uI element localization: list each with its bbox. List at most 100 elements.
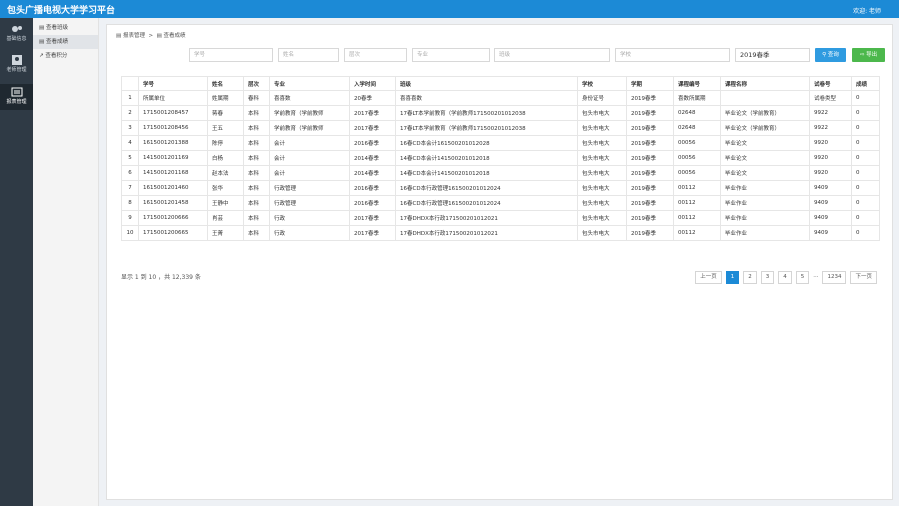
table-cell: 9409	[809, 195, 852, 211]
nav-label: 基础信息	[6, 36, 27, 42]
table-cell: 陈停	[207, 135, 244, 151]
table-cell: 2019春季	[626, 90, 674, 106]
table-cell: 2019春季	[626, 210, 674, 226]
table-cell: 9409	[809, 225, 852, 241]
sub-nav-item[interactable]: ▤ 查看班级	[39, 25, 68, 31]
table-cell: 1615001201460	[138, 180, 208, 196]
table-cell: 毕业作业	[720, 195, 810, 211]
button-label: 导出	[866, 52, 878, 58]
table-cell: 2019春季	[626, 195, 674, 211]
header-cell: 成绩	[851, 76, 880, 91]
table-cell: 包头市电大	[577, 195, 627, 211]
table-cell: 包头市电大	[577, 135, 627, 151]
page-button[interactable]: 2	[743, 271, 757, 284]
table-cell: 2019春季	[626, 120, 674, 136]
top-bar: 包头广播电视大学学习平台 欢迎: 老师	[0, 0, 899, 18]
sub-nav-label: 查看班级	[45, 25, 68, 31]
header-cell: 姓名	[207, 76, 244, 91]
table-cell: 0	[851, 90, 880, 106]
table-cell: 2	[121, 105, 139, 121]
table-cell: 00112	[673, 210, 721, 226]
table-cell: 2019春季	[626, 165, 674, 181]
table-row: 9 1715001200666 肖芸 本科 行政 2017春季 17春DHDX本行政1715…	[121, 210, 880, 226]
nav-item[interactable]: 老师管理	[0, 52, 33, 78]
table-cell: 00056	[673, 165, 721, 181]
table-cell	[720, 90, 810, 106]
table-cell: 行政管理	[269, 180, 350, 196]
table-cell: 0	[851, 105, 880, 121]
table-row: 6 1415001201168 赵本法 本科 会计 2014春季 14春CD本会计14150…	[121, 165, 880, 181]
sub-nav-label: 查看积分	[45, 53, 68, 59]
table-cell: 会计	[269, 165, 350, 181]
nav-item[interactable]: 基础信息	[0, 21, 33, 47]
header-row: 学号 姓名 层次 专业 入学时间 班级 学校 学期 课程编号 课程名称 试卷号 成绩	[121, 76, 880, 91]
table-cell: 1715001208456	[138, 120, 208, 136]
table-cell: 1715001208457	[138, 105, 208, 121]
filter-input[interactable]: 姓名	[278, 48, 339, 62]
page-button[interactable]: 5	[795, 271, 810, 284]
page-button[interactable]: 1234	[822, 271, 847, 284]
table-cell: 毕业论文（学前教育）	[720, 120, 810, 136]
term-select[interactable]: 2019春季	[735, 48, 810, 62]
table-cell: 所属单位	[138, 90, 208, 106]
score-table: 学号 姓名 层次 专业 入学时间 班级 学校 学期 课程编号 课程名称 试卷号 成绩 1 所属单位 姓属期…	[121, 76, 880, 241]
table-cell: 学前教育（学前教师	[269, 105, 350, 121]
main-nav: 基础信息 老师管理 报表管理	[0, 18, 33, 506]
page-button[interactable]: 3	[760, 271, 775, 284]
icon	[11, 55, 22, 65]
table-cell: 16春CD本行政管理161500201012024	[395, 195, 578, 211]
header-cell: 层次	[243, 76, 270, 91]
table-cell: 17春LT本学前教育（学前教师171500201012038	[395, 105, 578, 121]
pagination: 上一页 1 2 3 4 5... 1234 下一页	[695, 271, 877, 284]
table-cell: 会计	[269, 135, 350, 151]
crumb[interactable]: 报表管理	[122, 33, 145, 39]
table-cell: 0	[851, 165, 880, 181]
page-button[interactable]: 下一页	[850, 271, 877, 284]
table-cell: 包头市电大	[577, 180, 627, 196]
table-cell: 1	[121, 90, 139, 106]
table-cell: 喜数所属期	[673, 90, 721, 106]
sub-nav-item[interactable]: ▤ 查看成绩	[33, 35, 98, 49]
table-row: 10 1715001200665 王菁 本科 行政 2017春季 17春DHDX本行政171…	[121, 225, 880, 241]
table-cell: 00112	[673, 180, 721, 196]
table-cell: 包头市电大	[577, 105, 627, 121]
table-cell: 9922	[809, 120, 852, 136]
table-cell: 王静中	[207, 195, 244, 211]
user-menu[interactable]: 欢迎: 老师	[853, 8, 881, 15]
header-cell: 学期	[626, 76, 674, 91]
table-cell: 姓属期	[207, 90, 244, 106]
table-cell: 17春DHDX本行政171500201012021	[395, 210, 578, 226]
table-cell: 本科	[243, 210, 270, 226]
page-button[interactable]: 上一页	[695, 271, 722, 284]
filter-input[interactable]: 专业	[412, 48, 490, 62]
table-cell: 1415001201168	[138, 165, 208, 181]
table-row: 1 所属单位 姓属期 春科 喜喜数 20春季 喜喜喜数 身份证号 2019春季 喜数所属期 试卷类型…	[121, 90, 880, 106]
sub-nav-item[interactable]: ↗ 查看积分	[39, 53, 68, 59]
table-cell: 包头市电大	[577, 150, 627, 166]
table-cell: 1615001201458	[138, 195, 208, 211]
filter-input[interactable]: 学校	[615, 48, 730, 62]
table-cell: 1415001201169	[138, 150, 208, 166]
page-button[interactable]: 4	[778, 271, 792, 284]
table-cell: 行政管理	[269, 195, 350, 211]
filter-input[interactable]: 层次	[344, 48, 407, 62]
export-button[interactable]: ⇨ 导出	[852, 48, 885, 62]
table-cell: 0	[851, 150, 880, 166]
nav-item[interactable]: 报表管理	[0, 84, 33, 110]
table-cell: 白杨	[207, 150, 244, 166]
table-cell: 0	[851, 195, 880, 211]
table-cell: 02648	[673, 120, 721, 136]
table-cell: 0	[851, 225, 880, 241]
header-cell: 入学时间	[349, 76, 396, 91]
page-button[interactable]: 1	[725, 271, 740, 284]
table-cell: 本科	[243, 195, 270, 211]
table-cell: 7	[121, 180, 139, 196]
search-button[interactable]: ⚲ 查询	[815, 48, 846, 62]
table-cell: 学前教育（学前教师	[269, 120, 350, 136]
filter-input[interactable]: 学号	[189, 48, 273, 62]
filter-input[interactable]: 班级	[494, 48, 610, 62]
table-cell: 行政	[269, 210, 350, 226]
sub-nav-label: 查看成绩	[45, 39, 68, 45]
table-cell: 1715001200665	[138, 225, 208, 241]
